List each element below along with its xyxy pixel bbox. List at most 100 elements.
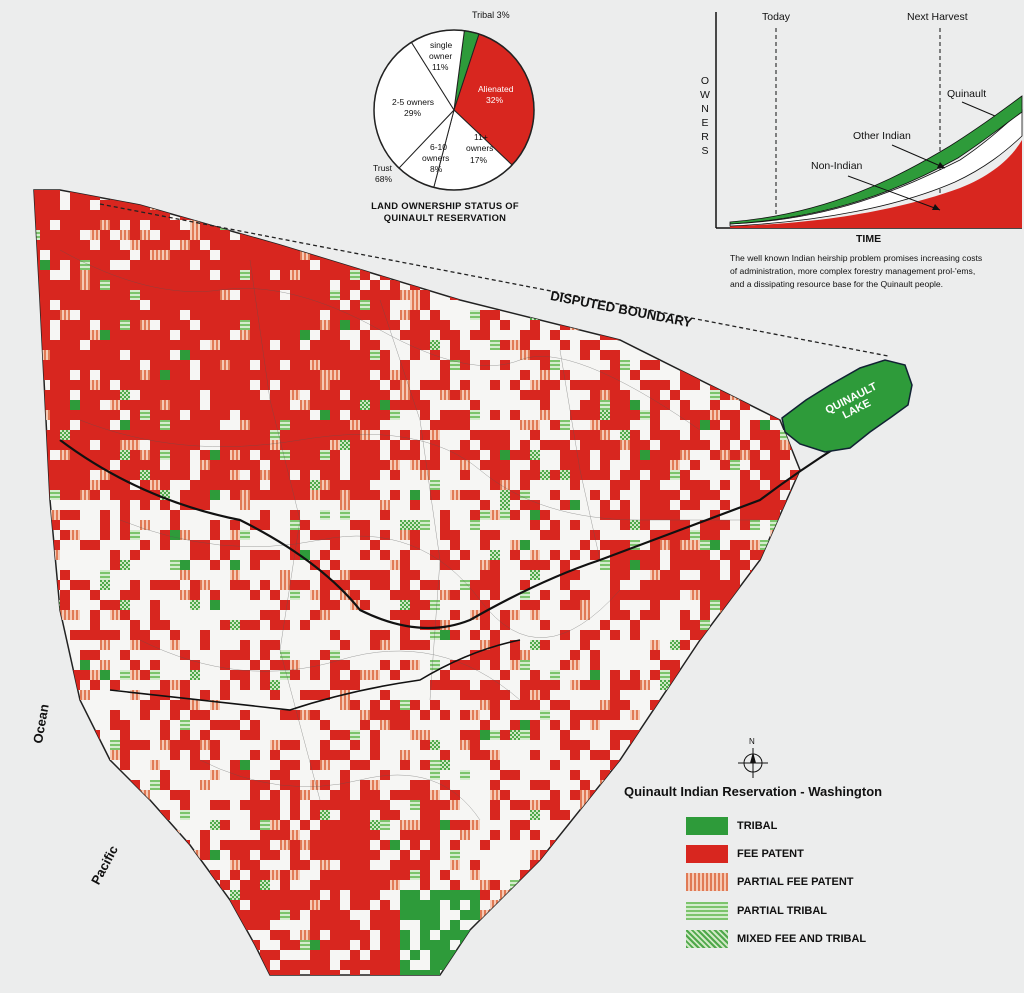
parcel xyxy=(460,450,470,460)
parcel xyxy=(270,950,280,960)
parcel xyxy=(34,470,40,480)
parcel xyxy=(660,490,670,500)
parcel xyxy=(640,250,650,260)
parcel xyxy=(430,280,440,290)
parcel xyxy=(290,960,300,970)
parcel xyxy=(790,550,800,560)
parcel xyxy=(320,850,330,860)
parcel xyxy=(130,850,140,860)
parcel xyxy=(340,220,350,230)
parcel xyxy=(320,210,330,220)
parcel xyxy=(50,400,60,410)
parcel xyxy=(260,810,270,820)
parcel xyxy=(380,400,390,410)
parcel xyxy=(280,210,290,220)
parcel xyxy=(90,270,100,280)
parcel xyxy=(570,410,580,420)
parcel xyxy=(380,360,390,370)
parcel xyxy=(510,880,520,890)
parcel xyxy=(160,970,170,975)
legend-swatch-fee-patent xyxy=(686,845,728,863)
parcel xyxy=(480,730,490,740)
parcel xyxy=(360,670,370,680)
parcel xyxy=(180,680,190,690)
parcel xyxy=(380,770,390,780)
parcel xyxy=(620,480,630,490)
parcel xyxy=(260,780,270,790)
parcel xyxy=(34,960,40,970)
parcel xyxy=(290,200,300,210)
parcel xyxy=(760,320,770,330)
parcel xyxy=(200,490,210,500)
parcel xyxy=(300,490,310,500)
parcel xyxy=(120,840,130,850)
parcel xyxy=(610,190,620,200)
parcel xyxy=(690,460,700,470)
parcel xyxy=(370,190,380,200)
parcel xyxy=(590,830,600,840)
parcel xyxy=(380,710,390,720)
parcel xyxy=(750,600,760,610)
parcel xyxy=(390,230,400,240)
parcel xyxy=(640,830,650,840)
pie-label-trust: Trust xyxy=(373,163,393,173)
parcel xyxy=(450,250,460,260)
parcel xyxy=(400,190,410,200)
parcel xyxy=(580,470,590,480)
parcel xyxy=(690,540,700,550)
parcel xyxy=(230,580,240,590)
parcel xyxy=(300,960,310,970)
parcel xyxy=(330,310,340,320)
parcel xyxy=(380,410,390,420)
parcel xyxy=(210,820,220,830)
parcel xyxy=(200,320,210,330)
parcel xyxy=(380,350,390,360)
parcel xyxy=(100,530,110,540)
parcel xyxy=(740,560,750,570)
parcel xyxy=(370,340,380,350)
parcel xyxy=(690,620,700,630)
parcel xyxy=(150,670,160,680)
parcel xyxy=(750,230,760,240)
parcel xyxy=(660,240,670,250)
parcel xyxy=(240,230,250,240)
parcel xyxy=(50,240,60,250)
parcel xyxy=(80,290,90,300)
parcel xyxy=(710,720,720,730)
parcel xyxy=(320,260,330,270)
parcel xyxy=(170,250,180,260)
parcel xyxy=(230,320,240,330)
parcel xyxy=(130,350,140,360)
parcel xyxy=(190,930,200,940)
parcel xyxy=(430,740,440,750)
parcel xyxy=(90,420,100,430)
parcel xyxy=(790,670,800,680)
parcel xyxy=(350,570,360,580)
parcel xyxy=(440,560,450,570)
parcel xyxy=(280,470,290,480)
parcel xyxy=(760,350,770,360)
parcel xyxy=(260,400,270,410)
parcel xyxy=(700,800,710,810)
parcel xyxy=(630,820,640,830)
parcel xyxy=(770,190,780,200)
parcel xyxy=(230,970,240,975)
quinault-lake xyxy=(781,359,913,453)
parcel xyxy=(660,440,670,450)
parcel xyxy=(700,520,710,530)
parcel xyxy=(670,890,680,900)
parcel xyxy=(670,570,680,580)
parcel xyxy=(700,560,710,570)
parcel xyxy=(550,420,560,430)
parcel xyxy=(560,440,570,450)
parcel xyxy=(120,670,130,680)
parcel xyxy=(630,520,640,530)
parcel xyxy=(670,580,680,590)
parcel xyxy=(520,600,530,610)
parcel xyxy=(510,920,520,930)
parcel xyxy=(220,800,230,810)
parcel xyxy=(170,470,180,480)
parcel xyxy=(590,390,600,400)
parcel xyxy=(240,390,250,400)
parcel xyxy=(660,500,670,510)
